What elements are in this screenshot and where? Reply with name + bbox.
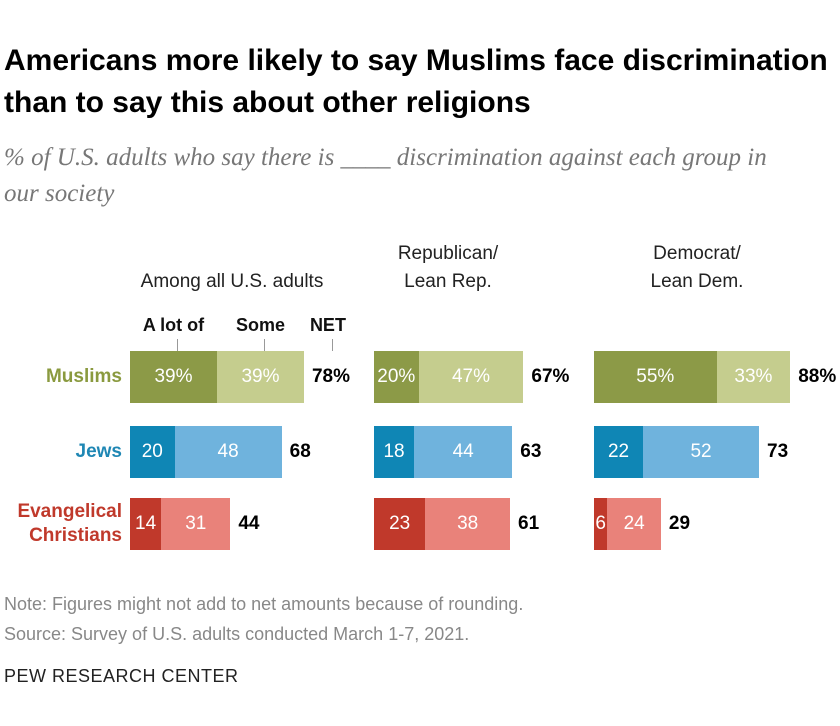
bar-segment: [607, 498, 661, 550]
value-label: 47%: [451, 366, 490, 387]
category-label: Muslims: [45, 366, 122, 387]
note: Note: Figures might not add to net amoun…: [4, 594, 524, 614]
legend-label: Some: [235, 315, 285, 335]
value-label: 33%: [734, 366, 773, 387]
legend-line: [331, 339, 333, 351]
value-label: 24: [623, 513, 645, 534]
value-label: 18: [383, 441, 405, 462]
value-label: 39%: [241, 366, 280, 387]
value-label: 31: [185, 513, 207, 534]
category-label: Jews: [75, 441, 122, 462]
legend-label: NET: [309, 315, 346, 335]
bar-segment: [418, 351, 524, 403]
bar-segment: [643, 426, 759, 478]
bar-segment: [374, 351, 419, 403]
value-label: 14: [135, 513, 157, 534]
source: Source: Survey of U.S. adults conducted …: [4, 624, 470, 644]
bar-segment: [216, 351, 304, 403]
value-label: 55%: [636, 366, 675, 387]
panel-title: Republican/ Lean Rep.: [397, 243, 499, 292]
value-label: 39%: [154, 366, 193, 387]
value-label: 20%: [377, 366, 416, 387]
net-label: 61: [518, 513, 540, 534]
bar-segment: [130, 498, 162, 550]
panel-title: Democrat/ Lean Dem.: [650, 243, 744, 292]
legend-label: A lot of: [142, 315, 205, 335]
legend-line: [177, 339, 179, 351]
value-label: 52: [690, 441, 712, 462]
net-label: 67%: [531, 366, 570, 387]
value-label: 48: [217, 441, 239, 462]
bar-segment: [414, 426, 513, 478]
bar-segment: [425, 498, 511, 550]
bar-segment: [594, 426, 644, 478]
value-label: 23: [389, 513, 411, 534]
net-label: 44: [238, 513, 260, 534]
chart-title: Americans more likely to say Muslims fac…: [4, 44, 828, 119]
bar-segment: [594, 351, 717, 403]
chart-subtitle: % of U.S. adults who say there is ____ d…: [4, 144, 767, 207]
net-label: 88%: [798, 366, 837, 387]
net-label: 68: [289, 441, 311, 462]
bar-segment: [130, 426, 175, 478]
bar-segment: [594, 498, 608, 550]
value-label: 6: [595, 513, 606, 534]
bar-segment: [130, 351, 217, 403]
panel-title: Among all U.S. adults: [140, 271, 324, 292]
net-label: 78%: [311, 366, 350, 387]
legend-line: [264, 339, 266, 351]
value-label: 22: [607, 441, 630, 462]
footer: PEW RESEARCH CENTER: [4, 666, 239, 686]
net-label: 63: [520, 441, 542, 462]
value-label: 44: [452, 441, 474, 462]
net-label: 73: [767, 441, 789, 462]
value-label: 38: [457, 513, 479, 534]
bar-segment: [161, 498, 231, 550]
net-label: 29: [668, 513, 691, 534]
bar-segment: [374, 426, 415, 478]
category-label: Evangelical Christians: [17, 501, 122, 546]
bar-segment: [374, 498, 426, 550]
bar-segment: [174, 426, 282, 478]
bar-segment: [716, 351, 791, 403]
value-label: 20: [141, 441, 163, 462]
